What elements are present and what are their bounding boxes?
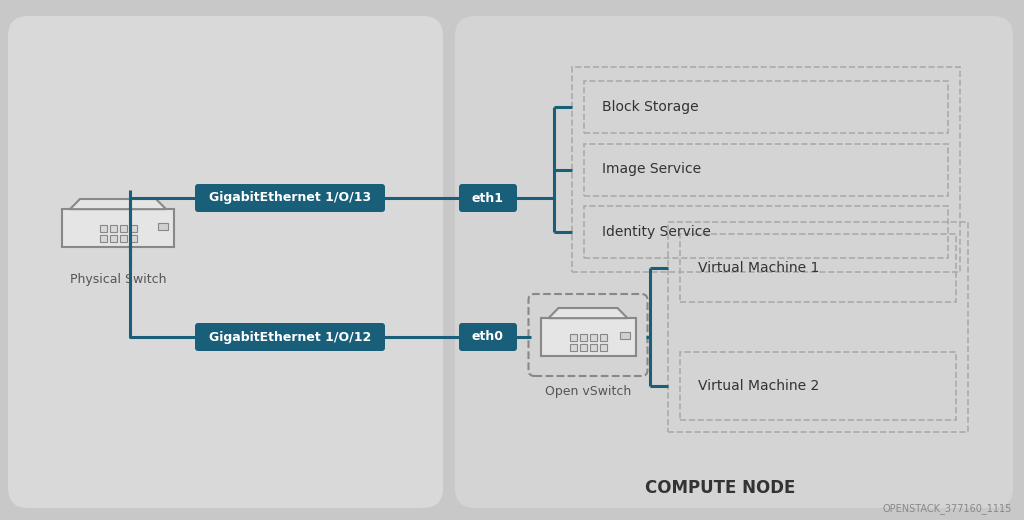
Bar <box>569 334 577 341</box>
Bar <box>62 209 174 247</box>
Bar <box>680 234 956 302</box>
Bar <box>599 344 606 351</box>
Bar <box>580 344 587 351</box>
Bar <box>569 344 577 351</box>
Bar <box>99 225 106 232</box>
Bar <box>120 225 127 232</box>
Bar <box>584 206 948 258</box>
Bar <box>541 318 636 356</box>
Polygon shape <box>549 308 628 318</box>
Bar <box>680 352 956 420</box>
Text: Block Storage: Block Storage <box>602 100 698 114</box>
Bar <box>580 334 587 341</box>
Bar <box>584 144 948 196</box>
Bar <box>590 334 597 341</box>
Text: COMPUTE NODE: COMPUTE NODE <box>645 479 796 497</box>
Text: Open vSwitch: Open vSwitch <box>545 385 631 398</box>
Text: eth0: eth0 <box>472 331 504 344</box>
Bar <box>590 344 597 351</box>
FancyBboxPatch shape <box>195 184 385 212</box>
Bar <box>110 235 117 242</box>
Text: Identity Service: Identity Service <box>602 225 711 239</box>
FancyBboxPatch shape <box>8 16 443 508</box>
Bar <box>572 67 961 272</box>
Bar <box>129 235 136 242</box>
Bar <box>99 235 106 242</box>
Polygon shape <box>70 199 166 209</box>
FancyBboxPatch shape <box>455 16 1013 508</box>
Bar <box>158 223 168 230</box>
Bar <box>129 225 136 232</box>
Text: Image Service: Image Service <box>602 162 701 176</box>
FancyBboxPatch shape <box>459 184 517 212</box>
Bar <box>120 235 127 242</box>
Text: eth1: eth1 <box>472 191 504 204</box>
Bar <box>668 222 968 432</box>
Text: OPENSTACK_377160_1115: OPENSTACK_377160_1115 <box>883 503 1012 514</box>
Bar <box>620 332 630 339</box>
Bar <box>599 334 606 341</box>
Bar <box>584 81 948 133</box>
FancyBboxPatch shape <box>459 323 517 351</box>
Text: GigabitEthernet 1/O/12: GigabitEthernet 1/O/12 <box>209 331 371 344</box>
Text: Virtual Machine 1: Virtual Machine 1 <box>698 261 819 275</box>
Text: GigabitEthernet 1/O/13: GigabitEthernet 1/O/13 <box>209 191 371 204</box>
Text: Physical Switch: Physical Switch <box>70 273 166 286</box>
FancyBboxPatch shape <box>195 323 385 351</box>
Text: Virtual Machine 2: Virtual Machine 2 <box>698 379 819 393</box>
Bar <box>110 225 117 232</box>
